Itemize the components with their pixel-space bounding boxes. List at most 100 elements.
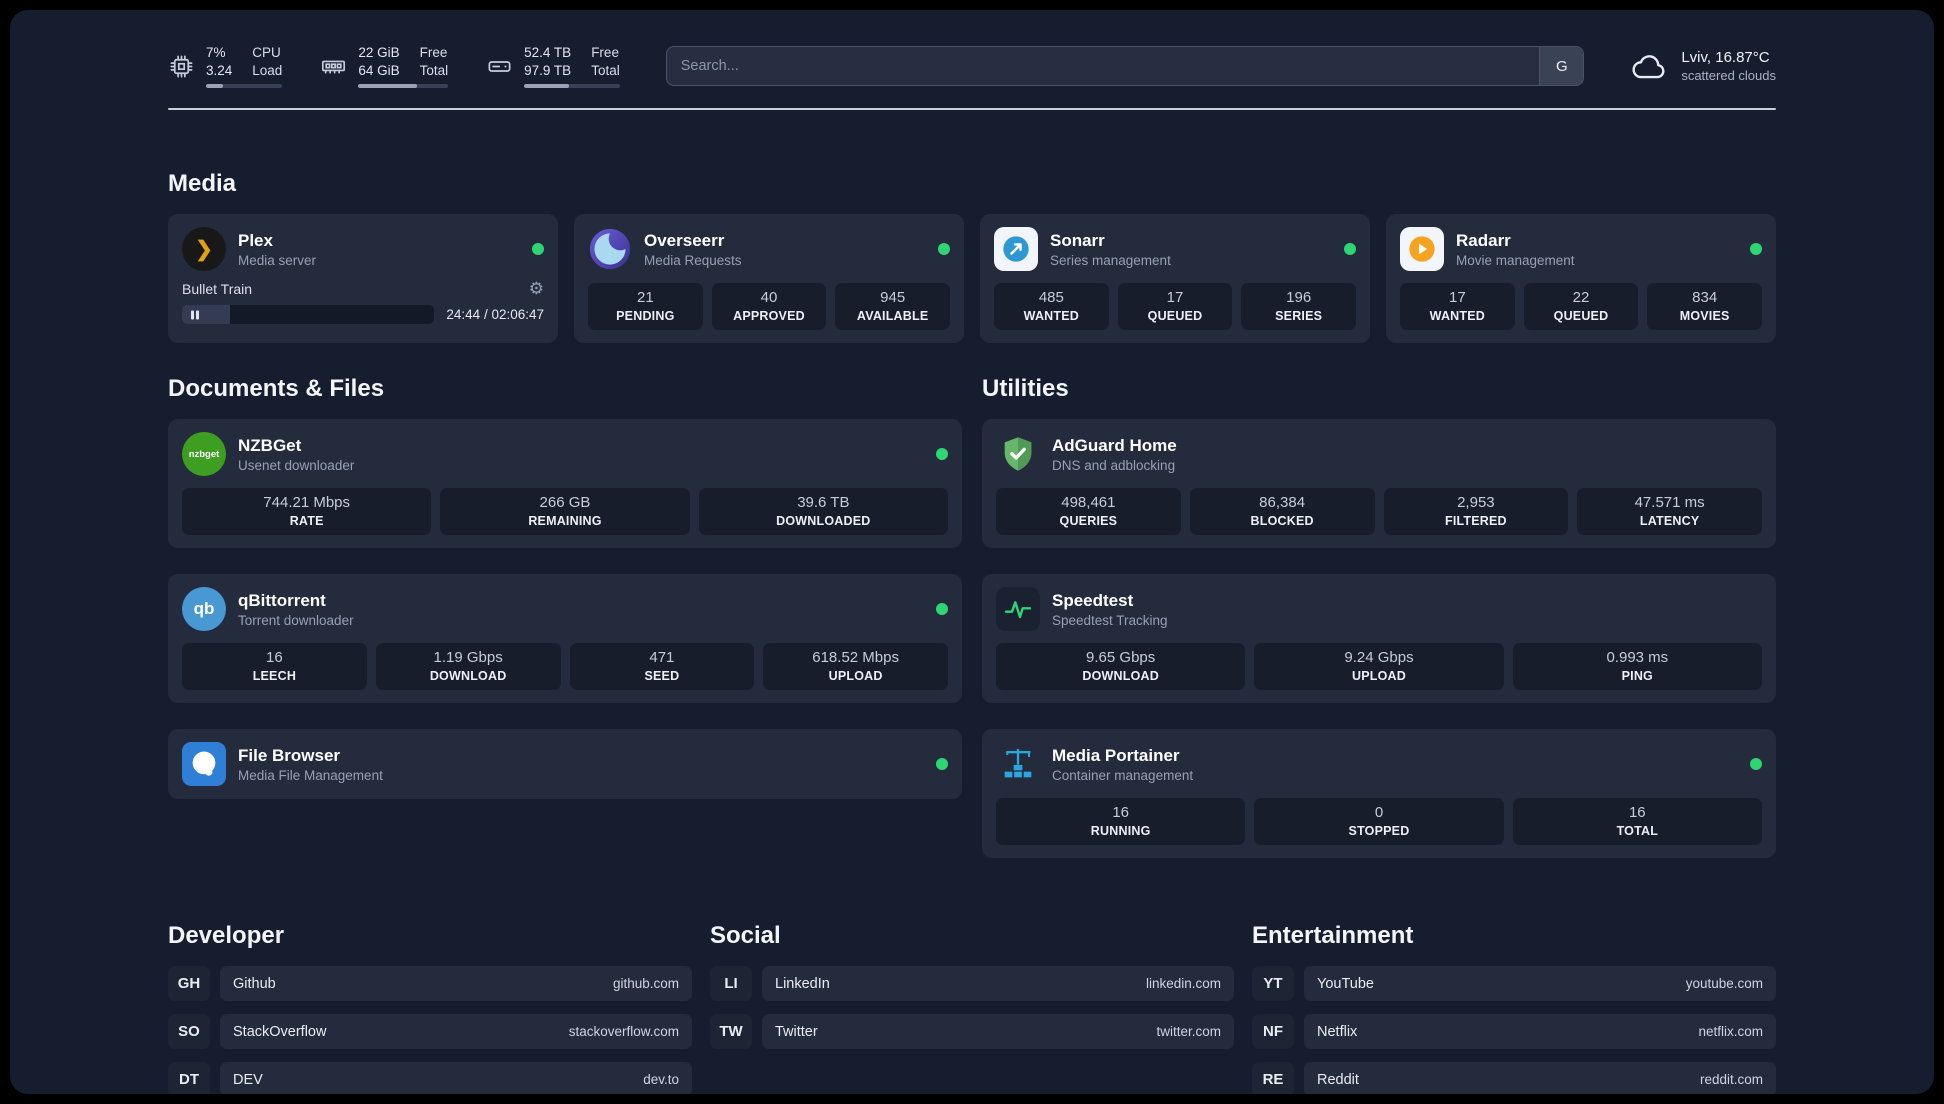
cpu-load: 3.24 bbox=[206, 62, 233, 78]
memory-icon bbox=[322, 60, 346, 74]
service-card-nzbget[interactable]: nzbget NZBGet Usenet downloader 744.21 M… bbox=[168, 419, 962, 549]
bookmark-link[interactable]: Twitter twitter.com bbox=[762, 1014, 1234, 1050]
bookmark-name: Github bbox=[233, 975, 276, 992]
section-title-social: Social bbox=[710, 922, 781, 950]
bookmark-abbr: TW bbox=[710, 1014, 752, 1050]
stat-value: 17 bbox=[1166, 289, 1184, 307]
stat-value: 47.571 ms bbox=[1634, 494, 1705, 512]
bookmark-link[interactable]: Reddit reddit.com bbox=[1304, 1062, 1776, 1094]
service-description: Container management bbox=[1052, 767, 1194, 783]
stat-value: 1.19 Gbps bbox=[433, 649, 503, 667]
bookmark-link[interactable]: Github github.com bbox=[220, 966, 692, 1002]
status-dot bbox=[936, 448, 948, 461]
media-card-grid: ❯ Plex Media server Bullet Train ⚙ bbox=[168, 214, 1776, 344]
stat-label: RUNNING bbox=[1090, 824, 1151, 839]
cpu-widget: 7% CPU 3.24 Load bbox=[168, 44, 283, 89]
bookmark-dev[interactable]: DT DEV dev.to bbox=[168, 1062, 692, 1094]
status-dot bbox=[1750, 243, 1762, 256]
bookmark-link[interactable]: LinkedIn linkedin.com bbox=[762, 966, 1234, 1002]
section-title-entertainment: Entertainment bbox=[1252, 922, 1414, 950]
search-input[interactable] bbox=[665, 46, 1585, 87]
stat-label: FILTERED bbox=[1444, 514, 1507, 529]
bookmark-name: Reddit bbox=[1317, 1071, 1359, 1088]
cpu-usage-bar bbox=[206, 84, 283, 89]
filebrowser-icon bbox=[182, 742, 226, 787]
section-entertainment: Entertainment YT YouTube youtube.com NF … bbox=[1252, 922, 1776, 1094]
seek-bar[interactable] bbox=[182, 305, 435, 325]
seek-bar-fill bbox=[182, 305, 230, 325]
weather-widget[interactable]: Lviv, 16.87°C scattered clouds bbox=[1630, 49, 1776, 83]
service-card-speedtest[interactable]: Speedtest Speedtest Tracking 9.65 Gbps D… bbox=[982, 574, 1776, 704]
bookmark-name: YouTube bbox=[1317, 975, 1374, 992]
service-name: NZBGet bbox=[238, 435, 302, 455]
stat-label: WANTED bbox=[1023, 309, 1080, 324]
bookmark-link[interactable]: DEV dev.to bbox=[220, 1062, 692, 1094]
status-dot bbox=[938, 243, 950, 256]
pause-icon[interactable] bbox=[191, 310, 199, 320]
now-playing-title: Bullet Train bbox=[182, 280, 253, 297]
stat-label: TOTAL bbox=[1616, 824, 1659, 839]
dashboard: 7% CPU 3.24 Load 22 GiB bbox=[10, 10, 1934, 1094]
stat-tile: 834 MOVIES bbox=[1647, 283, 1762, 331]
cpu-icon bbox=[170, 55, 193, 78]
stat-value: 471 bbox=[649, 649, 675, 667]
bookmark-stackoverflow[interactable]: SO StackOverflow stackoverflow.com bbox=[168, 1014, 692, 1050]
stat-value: 17 bbox=[1448, 289, 1466, 307]
stat-label: STOPPED bbox=[1348, 824, 1410, 839]
stat-tile: 9.24 Gbps UPLOAD bbox=[1254, 643, 1504, 691]
stat-tile: 39.6 TB DOWNLOADED bbox=[698, 488, 948, 536]
bookmark-twitter[interactable]: TW Twitter twitter.com bbox=[710, 1014, 1234, 1050]
stat-value: 2,953 bbox=[1457, 494, 1495, 512]
nzbget-icon: nzbget bbox=[182, 432, 226, 477]
stat-value: 744.21 Mbps bbox=[263, 494, 351, 512]
service-card-radarr[interactable]: Radarr Movie management 17 WANTED 22 QUE… bbox=[1386, 214, 1776, 344]
stat-tile: 16 LEECH bbox=[182, 643, 367, 691]
plex-chevron-glyph: ❯ bbox=[195, 237, 213, 261]
stat-value: 9.65 Gbps bbox=[1086, 649, 1156, 667]
cpu-label-bottom: Load bbox=[252, 62, 283, 78]
bookmark-youtube[interactable]: YT YouTube youtube.com bbox=[1252, 966, 1776, 1002]
disk-total: 97.9 TB bbox=[524, 62, 572, 78]
service-card-sonarr[interactable]: Sonarr Series management 485 WANTED 17 Q… bbox=[980, 214, 1370, 344]
section-title-developer: Developer bbox=[168, 922, 285, 950]
bookmark-abbr: NF bbox=[1252, 1014, 1294, 1050]
service-card-portainer[interactable]: Media Portainer Container management 16 … bbox=[982, 729, 1776, 859]
bookmark-github[interactable]: GH Github github.com bbox=[168, 966, 692, 1002]
bookmark-netflix[interactable]: NF Netflix netflix.com bbox=[1252, 1014, 1776, 1050]
bookmark-link[interactable]: Netflix netflix.com bbox=[1304, 1014, 1776, 1050]
bookmark-link[interactable]: YouTube youtube.com bbox=[1304, 966, 1776, 1002]
service-card-overseerr[interactable]: Overseerr Media Requests 21 PENDING 40 A… bbox=[574, 214, 964, 344]
service-name: Sonarr bbox=[1050, 230, 1105, 250]
bookmark-name: StackOverflow bbox=[233, 1023, 327, 1040]
cloud-icon bbox=[1632, 55, 1665, 79]
bookmark-url: twitter.com bbox=[1156, 1024, 1221, 1040]
stat-tile: 1.19 Gbps DOWNLOAD bbox=[375, 643, 561, 691]
service-name: File Browser bbox=[238, 745, 341, 765]
bookmark-reddit[interactable]: RE Reddit reddit.com bbox=[1252, 1062, 1776, 1094]
service-description: DNS and adblocking bbox=[1052, 457, 1176, 473]
search-engine-button[interactable]: G bbox=[1539, 47, 1584, 86]
service-name: Radarr bbox=[1456, 230, 1511, 250]
service-card-qbittorrent[interactable]: qb qBittorrent Torrent downloader 16 bbox=[168, 574, 962, 704]
plex-now-playing: Bullet Train ⚙ 24:44 / 02:06:47 bbox=[182, 279, 544, 325]
bookmark-linkedin[interactable]: LI LinkedIn linkedin.com bbox=[710, 966, 1234, 1002]
bookmark-url: netflix.com bbox=[1698, 1024, 1763, 1040]
disk-widget: 52.4 TB Free 97.9 TB Total bbox=[486, 44, 620, 89]
service-card-plex[interactable]: ❯ Plex Media server Bullet Train ⚙ bbox=[168, 214, 558, 344]
bookmark-link[interactable]: StackOverflow stackoverflow.com bbox=[220, 1014, 692, 1050]
top-bar: 7% CPU 3.24 Load 22 GiB bbox=[168, 44, 1776, 89]
stat-label: SEED bbox=[644, 669, 680, 684]
service-name: Speedtest bbox=[1052, 590, 1134, 610]
service-card-adguard[interactable]: AdGuard Home DNS and adblocking 498,461 … bbox=[982, 419, 1776, 549]
playback-time: 24:44 / 02:06:47 bbox=[446, 307, 544, 323]
stat-value: 86,384 bbox=[1259, 494, 1306, 512]
service-card-filebrowser[interactable]: File Browser Media File Management bbox=[168, 729, 962, 800]
stat-value: 39.6 TB bbox=[797, 494, 850, 512]
stat-tile: 2,953 FILTERED bbox=[1383, 488, 1569, 536]
gear-icon[interactable]: ⚙ bbox=[528, 279, 544, 299]
stat-value: 16 bbox=[266, 649, 283, 667]
weather-condition: scattered clouds bbox=[1681, 68, 1776, 84]
search-bar: G bbox=[665, 46, 1585, 87]
stat-tile: 86,384 BLOCKED bbox=[1189, 488, 1375, 536]
bookmark-abbr: GH bbox=[168, 966, 210, 1002]
